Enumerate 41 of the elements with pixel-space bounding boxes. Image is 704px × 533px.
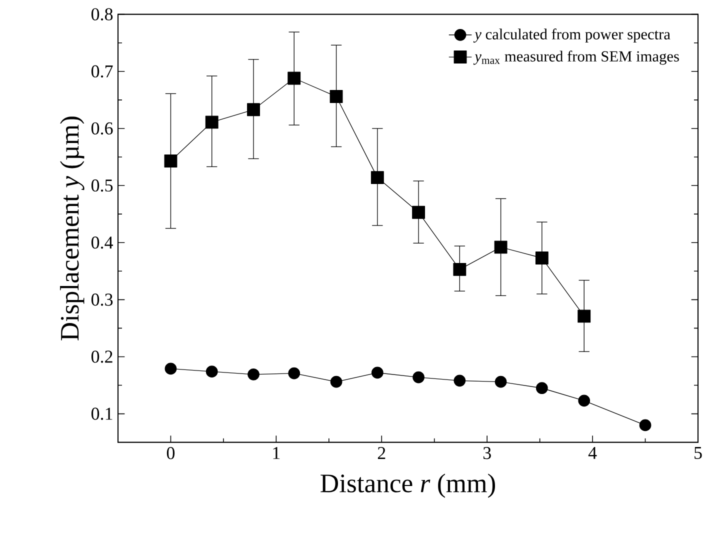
y-axis-title: Displacement y (µm) (60, 116, 84, 340)
legend-label: y calculated from power spectra (473, 28, 670, 43)
point (205, 116, 218, 129)
point (578, 394, 590, 407)
y-tick-label: 0.4 (91, 236, 114, 249)
y-tick-label: 0.8 (91, 8, 113, 20)
y-tick-label: 0.5 (91, 179, 113, 192)
x-axis-title: Distance r (mm) (320, 474, 496, 498)
point (494, 240, 508, 254)
x-tick-label: 0 (166, 447, 175, 460)
point (164, 362, 177, 375)
y-tick-label: 0.7 (91, 65, 113, 78)
x-tick-label: 3 (483, 447, 491, 460)
legend-label: y$_{max}$ measured from SEM images (473, 50, 679, 65)
point (330, 90, 343, 103)
x-tick-label: 1 (273, 447, 280, 459)
point (164, 154, 178, 168)
point (288, 367, 300, 380)
x-tick-label: 5 (694, 447, 702, 459)
point (370, 171, 384, 184)
point (247, 103, 260, 116)
point (578, 310, 591, 323)
point (454, 374, 466, 387)
x-tick-label: 2 (378, 447, 386, 459)
point (248, 368, 260, 380)
y-tick-label: 0.1 (91, 408, 112, 420)
point (371, 366, 384, 379)
point (206, 366, 218, 378)
y-tick-label: 0.6 (91, 122, 113, 135)
point (535, 252, 548, 264)
point (288, 72, 301, 85)
point (453, 262, 466, 276)
y-tick-label: 0.3 (91, 294, 113, 306)
point (639, 419, 652, 432)
point (412, 371, 424, 384)
point (536, 382, 548, 394)
point (494, 376, 507, 388)
y-tick-label: 0.2 (91, 350, 112, 363)
point (330, 376, 342, 388)
x-tick-label: 4 (588, 447, 597, 459)
point (412, 206, 426, 219)
